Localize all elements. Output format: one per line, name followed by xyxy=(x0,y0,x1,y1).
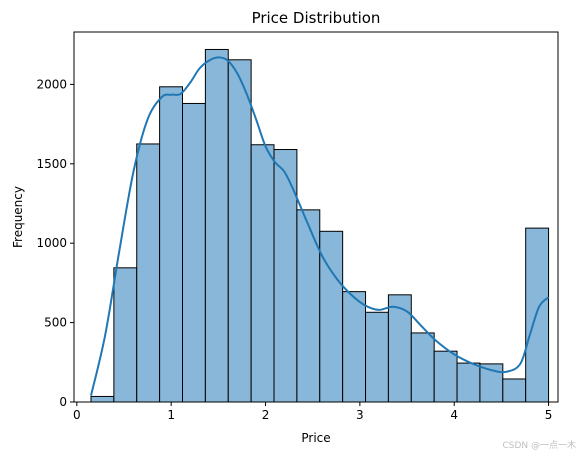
x-tick-label: 1 xyxy=(167,408,175,422)
y-tick-label: 1500 xyxy=(36,157,67,171)
histogram-bar xyxy=(204,48,229,403)
y-ticks-group: 0 500 1000 1500 2000 xyxy=(36,77,74,409)
histogram-bar xyxy=(525,227,550,403)
histogram-bar xyxy=(159,86,183,403)
y-axis-label: Frequency xyxy=(11,186,25,248)
kde-group xyxy=(90,56,550,396)
watermark: CSDN @一点一木 xyxy=(502,441,576,451)
histogram-bar xyxy=(113,267,138,403)
x-ticks-group: 0 1 2 3 4 5 xyxy=(73,402,552,422)
y-tick-label: 0 xyxy=(59,395,67,409)
y-tick-label: 2000 xyxy=(36,77,67,91)
axes-frame xyxy=(73,31,559,403)
x-tick-label: 2 xyxy=(262,408,270,422)
histogram-bar xyxy=(410,332,435,403)
chart-title: Price Distribution xyxy=(252,9,381,27)
y-tick-label: 500 xyxy=(44,316,67,330)
x-tick-label: 4 xyxy=(450,408,458,422)
histogram-bar xyxy=(90,395,115,403)
histogram-bar xyxy=(227,59,252,403)
histogram-bar xyxy=(433,350,458,403)
histogram-bar xyxy=(365,311,389,403)
x-axis-label: Price xyxy=(301,431,330,445)
y-tick-label: 1000 xyxy=(36,236,67,250)
histogram-bar xyxy=(342,291,367,403)
histogram-bar xyxy=(136,143,161,403)
histogram-bar xyxy=(502,378,527,403)
histogram-bar xyxy=(456,362,481,403)
bars-group xyxy=(90,48,550,403)
histogram-bar xyxy=(250,144,275,403)
histogram-bar xyxy=(181,102,206,403)
x-tick-label: 5 xyxy=(545,408,553,422)
histogram-bar xyxy=(296,209,321,403)
kde-line xyxy=(90,56,550,396)
histogram-bar xyxy=(273,149,298,403)
x-tick-label: 3 xyxy=(356,408,364,422)
x-tick-label: 0 xyxy=(73,408,81,422)
